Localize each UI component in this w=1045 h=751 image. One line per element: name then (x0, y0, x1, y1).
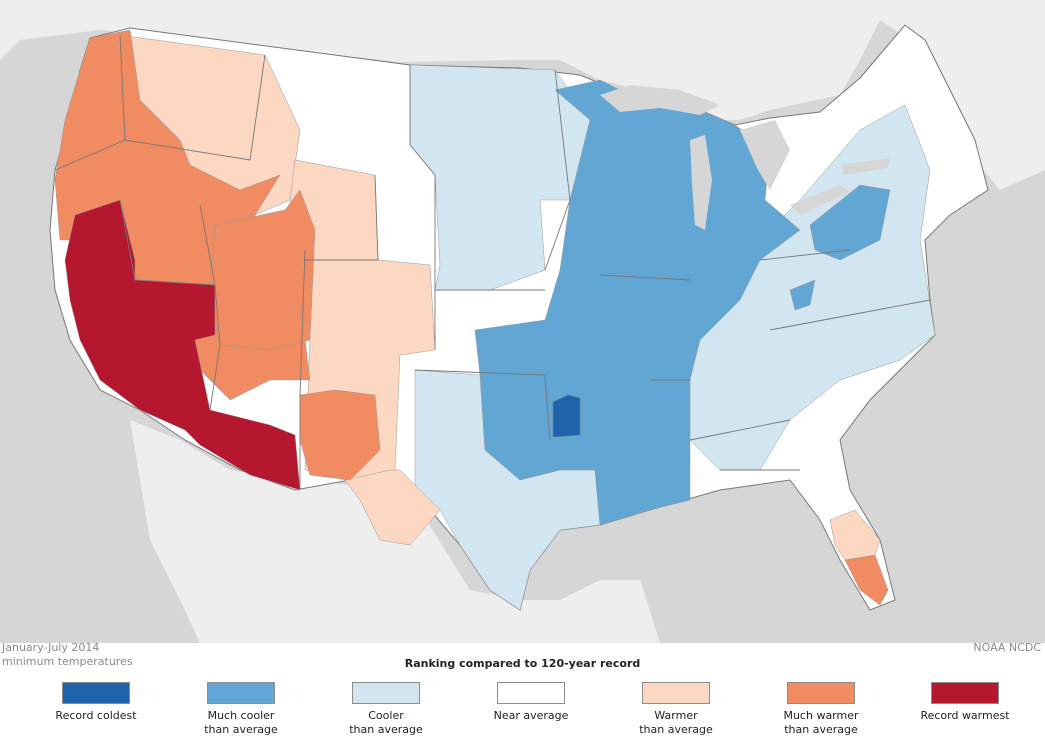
legend-label-much-cooler: Much cooler than average (204, 709, 278, 736)
legend-swatch-record-warmest (931, 682, 999, 704)
region-nm-much-warmer (299, 389, 381, 481)
source-label: NOAA NCDC (973, 641, 1041, 654)
baja-peninsula (140, 440, 245, 643)
legend-item-much-warmer: Much warmer than average (756, 682, 886, 737)
legend-swatch-record-coldest (62, 682, 130, 704)
legend-swatch-near-average (497, 682, 565, 704)
map-area (0, 0, 1045, 643)
legend-title: Ranking compared to 120-year record (404, 657, 641, 670)
legend-item-warmer: Warmer than average (611, 682, 741, 737)
period-label: January-July 2014 (2, 641, 100, 654)
canada-land (0, 0, 1045, 190)
legend-label-near-average: Near average (493, 709, 569, 722)
lake-superior (600, 85, 720, 115)
lake-huron (740, 120, 790, 190)
climate-division-map (0, 0, 1045, 643)
region-wv-much-cooler (789, 279, 816, 311)
region-oklahoma-record-coldest (552, 394, 581, 438)
legend-swatch-much-cooler (207, 682, 275, 704)
legend-swatch-warmer (642, 682, 710, 704)
lake-erie (790, 185, 850, 215)
legend-item-record-warmest: Record warmest (900, 682, 1030, 723)
legend-item-cooler: Cooler than average (321, 682, 451, 737)
legend-label-cooler: Cooler than average (349, 709, 423, 736)
region-w-texas-warmer (344, 469, 441, 546)
region-florida-warmer (829, 509, 881, 561)
legend-label-record-warmest: Record warmest (920, 709, 1010, 722)
region-ohio-much-cooler (809, 184, 891, 261)
legend-item-much-cooler: Much cooler than average (176, 682, 306, 737)
lake-michigan (690, 135, 712, 230)
legend-label-much-warmer: Much warmer than average (783, 709, 859, 736)
legend-swatch-much-warmer (787, 682, 855, 704)
legend-label-warmer: Warmer than average (639, 709, 713, 736)
legend-label-record-coldest: Record coldest (55, 709, 137, 722)
legend-item-near-average: Near average (466, 682, 596, 723)
lake-ontario (840, 158, 890, 175)
state-borders (54, 34, 931, 490)
legend-swatch-cooler (352, 682, 420, 704)
legend-item-record-coldest: Record coldest (31, 682, 161, 723)
variable-label: minimum temperatures (2, 655, 133, 668)
